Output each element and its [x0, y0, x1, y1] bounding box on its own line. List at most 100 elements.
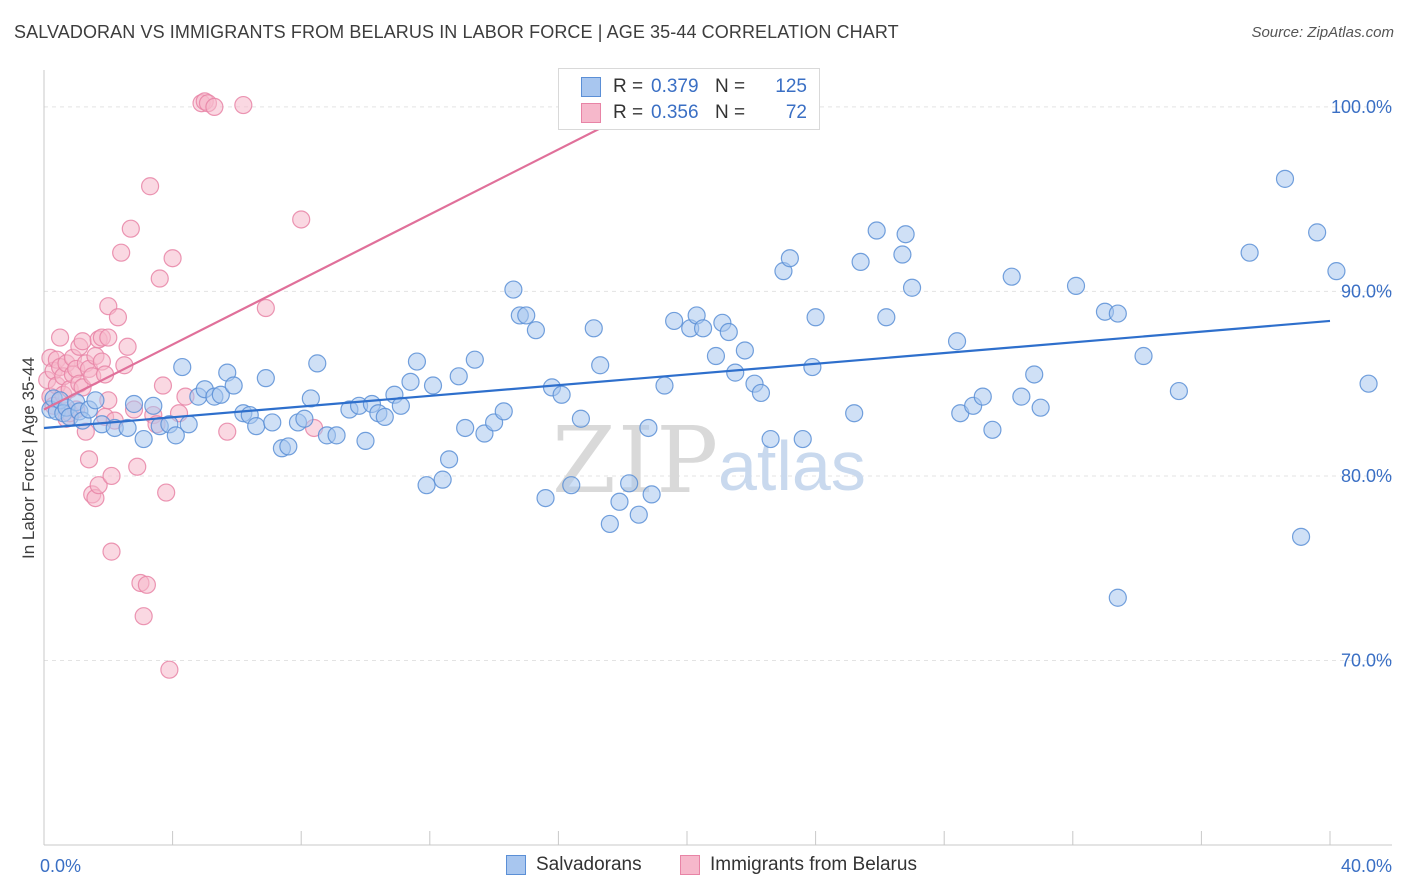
salvadoran-point [793, 429, 812, 449]
salvadoran-point [1025, 365, 1044, 384]
salvadoran-point [456, 418, 475, 438]
belarus-point [50, 328, 70, 347]
salvadoran-point [693, 319, 713, 338]
salvadoran-point [449, 367, 468, 386]
legend-swatch-pink [680, 855, 700, 875]
salvadoran-point [1012, 387, 1031, 406]
belarus-point [234, 95, 253, 115]
salvadoran-point [1359, 374, 1378, 393]
legend-label: Salvadorans [536, 854, 642, 875]
salvadoran-point [417, 476, 436, 495]
salvadoran-point [642, 485, 661, 504]
belarus-point [150, 269, 169, 288]
chart-source: Source: ZipAtlas.com [1251, 24, 1394, 41]
legend-r-label: R = [613, 102, 644, 123]
legend-n-value: 125 [775, 76, 807, 97]
belarus-point [102, 542, 121, 561]
salvadoran-point [877, 308, 896, 327]
salvadoran-point [973, 387, 992, 406]
axes [43, 70, 1392, 846]
salvadoran-point [1108, 304, 1127, 323]
belarus-point [163, 249, 182, 268]
legend-item-belarus[interactable]: Immigrants from Belarus [680, 852, 917, 878]
belarus-point [160, 660, 179, 679]
salvadoran-point [893, 245, 912, 264]
salvadoran-point [211, 385, 230, 404]
y-tick-label: 80.0% [1341, 466, 1392, 486]
salvadoran-point [1134, 346, 1153, 366]
legend-n-label: N = [715, 76, 746, 97]
salvadoran-point [867, 221, 886, 240]
belarus-point [157, 483, 176, 502]
salvadoran-point [124, 394, 144, 414]
belarus-point [89, 476, 108, 495]
salvadoran-point [562, 476, 581, 495]
y-tick-label: 100.0% [1331, 97, 1392, 117]
salvadoran-point [179, 415, 198, 434]
salvadoran-point [439, 450, 459, 469]
salvadoran-point [719, 322, 738, 342]
legend-n-value: 72 [785, 102, 807, 123]
salvadoran-point [806, 308, 825, 327]
salvadoran-point [526, 321, 545, 340]
salvadoran-point [256, 369, 275, 388]
salvadoran-point [1240, 243, 1259, 262]
salvadoran-point [1108, 588, 1127, 607]
salvadoran-point [224, 376, 243, 395]
salvadoran-point [902, 278, 922, 297]
series-belarus-points [38, 92, 324, 679]
trend-lines [43, 94, 1331, 430]
belarus-point [102, 466, 121, 486]
salvadoran-trend-line [43, 319, 1331, 430]
salvadoran-point [263, 413, 282, 432]
salvadoran-point [629, 505, 648, 524]
salvadoran-point [896, 225, 915, 244]
salvadoran-point [761, 429, 780, 449]
salvadoran-point [947, 332, 967, 351]
legend-swatch-blue [581, 77, 601, 97]
salvadoran-point [536, 488, 555, 508]
salvadoran-point [1275, 169, 1295, 188]
salvadoran-point [726, 363, 745, 382]
salvadoran-point [851, 252, 870, 272]
salvadoran-point [584, 319, 603, 338]
salvadoran-point [600, 514, 619, 534]
belarus-point [112, 243, 131, 262]
salvadoran-point [706, 346, 726, 366]
salvadoran-point [639, 418, 658, 438]
salvadoran-point [327, 426, 346, 445]
x-tick-label: 0.0% [40, 856, 81, 876]
belarus-point [292, 210, 311, 229]
belarus-point [140, 177, 160, 196]
salvadoran-point [401, 372, 420, 391]
salvadoran-point [665, 311, 684, 331]
salvadoran-point [517, 306, 536, 325]
salvadoran-point [610, 492, 629, 511]
salvadoran-point [86, 391, 105, 410]
salvadoran-point [423, 376, 443, 395]
belarus-point [118, 337, 137, 356]
salvadoran-point [735, 341, 754, 360]
legend-swatch-blue [506, 855, 526, 875]
belarus-point [121, 219, 140, 238]
salvadoran-point [166, 426, 185, 445]
salvadoran-point [375, 407, 394, 427]
legend-label: Immigrants from Belarus [710, 854, 917, 875]
salvadoran-point [1031, 398, 1050, 417]
tick-labels: 70.0% 80.0% 90.0% 100.0% 0.0% 40.0% In Labor F… [19, 97, 1392, 876]
salvadoran-point [1327, 262, 1346, 281]
salvadoran-point [494, 402, 513, 421]
y-tick-label: 70.0% [1341, 650, 1392, 670]
legend-swatch-pink [581, 103, 601, 123]
salvadoran-point [118, 418, 137, 438]
legend-row-salvadoran: R = 0.379 N = 125 [581, 74, 807, 100]
salvadoran-point [465, 350, 484, 369]
salvadoran-point [134, 429, 153, 449]
legend-r-value: 0.356 [651, 102, 699, 123]
belarus-point [205, 97, 224, 117]
salvadoran-point [591, 356, 610, 375]
salvadoran-point [983, 420, 1002, 439]
legend-row-belarus: R = 0.356 N = 72 [581, 100, 807, 126]
salvadoran-point [279, 437, 298, 456]
legend-item-salvadorans[interactable]: Salvadorans [506, 852, 642, 878]
